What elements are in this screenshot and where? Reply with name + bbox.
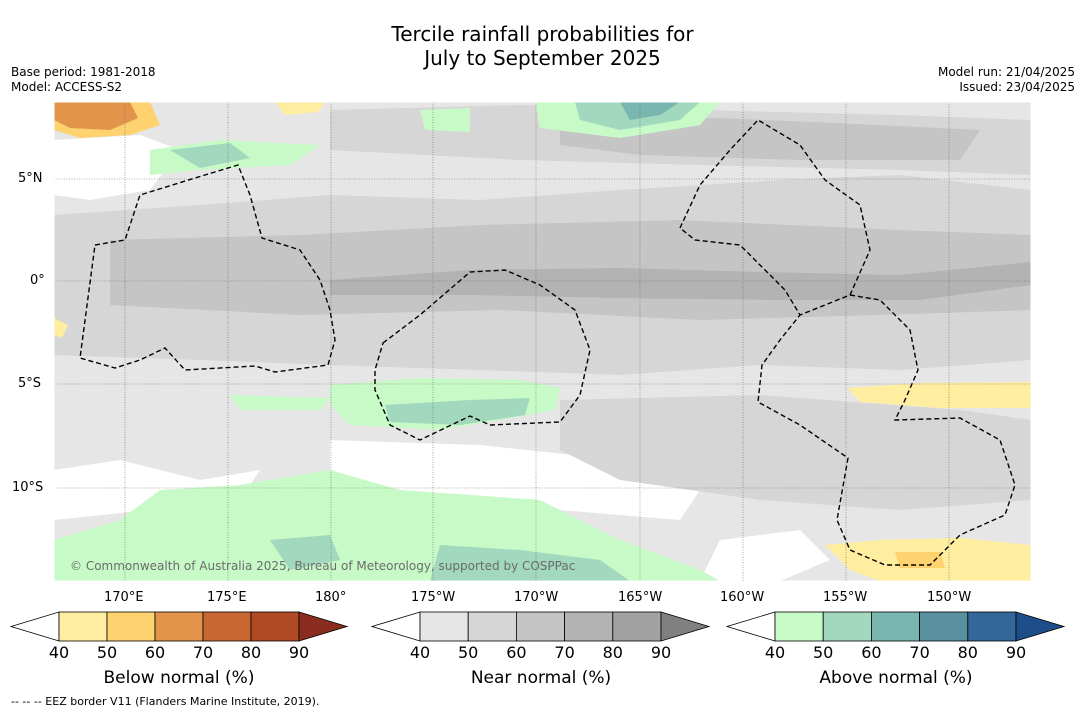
colorbar-extend-low (9, 611, 60, 642)
meta-left: Base period: 1981-2018 Model: ACCESS-S2 (11, 65, 156, 95)
field-white (700, 530, 830, 581)
lat-label: 5°S (18, 376, 42, 391)
field-above-70 (620, 102, 680, 120)
colorbar-label-near: Near normal (%) (470, 668, 612, 688)
colorbar-segment (106, 611, 156, 642)
base-period: Base period: 1981-2018 (11, 65, 156, 79)
field-below-50 (895, 552, 945, 568)
colorbar-tick: 70 (554, 643, 575, 662)
colorbar-tick: 40 (764, 643, 786, 662)
colorbar-extend-low (725, 611, 776, 642)
colorbar-tick: 90 (650, 643, 672, 662)
eez-border-gilbert (79, 164, 336, 373)
field-below-40 (275, 102, 325, 115)
colorbar-above (725, 611, 1066, 642)
colorbar-label-above: Above normal (%) (819, 668, 973, 688)
field-below-40 (848, 382, 1031, 408)
colorbar-extend-high (1015, 611, 1066, 642)
colorbars-svg (9, 611, 1066, 642)
colorbar-extend-low (370, 611, 421, 642)
colorbar-tick: 80 (602, 643, 623, 662)
colorbar-segment (967, 611, 1017, 642)
field-above-60 (170, 143, 250, 168)
field-near-50 (560, 395, 1031, 510)
colorbar-segment (774, 611, 824, 642)
lat-label: 0° (30, 273, 45, 288)
lon-label: 150°W (927, 590, 972, 605)
model-name: Model: ACCESS-S2 (11, 80, 123, 94)
colorbar-tick: 60 (861, 643, 882, 662)
field-above-50 (230, 395, 330, 410)
colorbar-tick: 60 (144, 643, 166, 662)
lon-label: 175°W (411, 590, 456, 605)
map-title: Tercile rainfall probabilities for July … (0, 22, 1085, 70)
colorbar-tick: 50 (458, 643, 479, 662)
colorbar-segment (919, 611, 969, 642)
colorbar-tick: 70 (192, 643, 214, 662)
colorbar-tick: 90 (288, 643, 310, 662)
field-near-70 (330, 262, 1031, 300)
colorbar-tick: 50 (96, 643, 118, 662)
eez-border-phoenix (374, 269, 591, 441)
title-line-2: July to September 2025 (424, 46, 661, 70)
field-below-60 (54, 102, 138, 130)
field-white (54, 460, 260, 520)
colorbar-segment (564, 611, 614, 642)
field-white (54, 135, 180, 200)
colorbar-tick: 80 (957, 643, 978, 662)
colorbar-tick: 90 (1005, 643, 1027, 662)
lon-label: 160°W (720, 590, 765, 605)
colorbar-tick: 40 (409, 643, 431, 662)
colorbar-extend-high (298, 611, 349, 642)
colorbar-tick: 60 (506, 643, 527, 662)
colorbar-extend-high (660, 611, 711, 642)
colorbar-segment (154, 611, 204, 642)
colorbar-label-below: Below normal (%) (103, 668, 255, 688)
lon-label: 170°W (514, 590, 559, 605)
colorbar-segment (822, 611, 872, 642)
lon-label: 170°E (104, 590, 144, 605)
eez-borders (79, 119, 1016, 566)
lon-label: 155°W (823, 590, 868, 605)
eez-border-line-north (679, 119, 871, 316)
lat-label: 10°S (12, 480, 44, 495)
field-below-40 (54, 318, 68, 338)
colorbar-segment (516, 611, 566, 642)
colorbar-below (9, 611, 349, 642)
field-above-50 (54, 470, 720, 581)
gridlines (54, 102, 1031, 581)
colorbar-tick: 80 (240, 643, 262, 662)
lon-label: 180° (315, 590, 347, 605)
colorbar-tick: 50 (813, 643, 834, 662)
colorbar-segment (419, 611, 469, 642)
colorbar-segment (612, 611, 662, 642)
map-field (54, 102, 1031, 581)
issued-date: Issued: 23/04/2025 (959, 80, 1075, 94)
lon-label: 175°E (207, 590, 247, 605)
map-frame (53, 101, 1032, 582)
colorbar-segment (58, 611, 108, 642)
field-above-60 (270, 535, 340, 570)
model-run: Model run: 21/04/2025 (937, 65, 1075, 79)
colorbar-tick: 40 (48, 643, 70, 662)
lon-label: 165°W (618, 590, 663, 605)
meta-right: Model run: 21/04/2025 Issued: 23/04/2025 (938, 65, 1075, 95)
field-above-60 (430, 545, 630, 581)
colorbar-segment (202, 611, 252, 642)
field-above-60 (385, 398, 530, 425)
field-above-50 (420, 108, 470, 132)
colorbar-segment (467, 611, 517, 642)
eez-footer: -- -- -- EEZ border V11 (Flanders Marine… (11, 695, 320, 708)
lat-label: 5°N (18, 171, 43, 186)
eez-border-line-south (757, 294, 1016, 566)
copyright-notice: © Commonwealth of Australia 2025, Bureau… (70, 559, 576, 573)
colorbar-segment (250, 611, 300, 642)
colorbar-tick: 70 (909, 643, 930, 662)
colorbar-segment (871, 611, 921, 642)
title-line-1: Tercile rainfall probabilities for (391, 22, 694, 46)
colorbar-near (370, 611, 711, 642)
